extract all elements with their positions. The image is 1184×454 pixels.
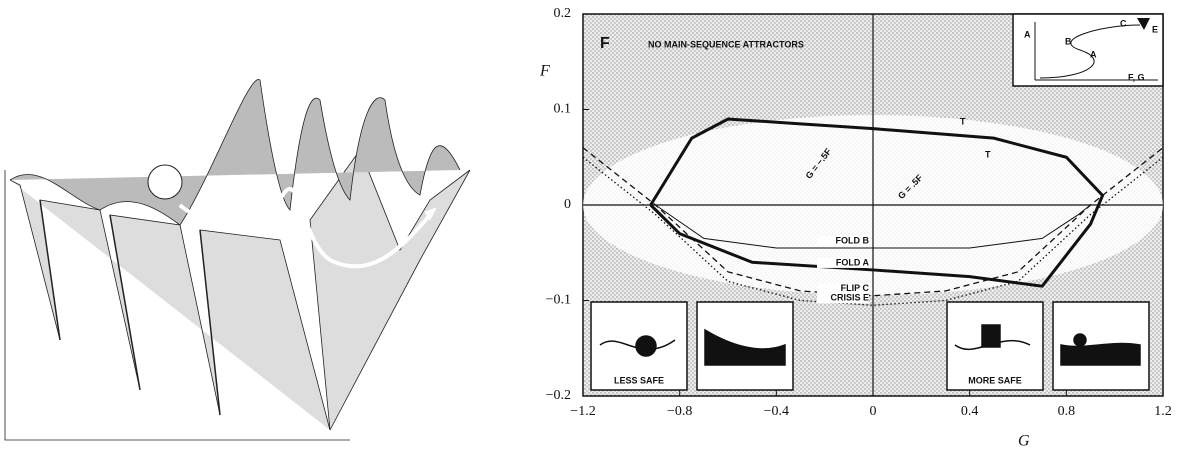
- surface-illustration: [4, 79, 471, 441]
- inset-label: A: [1024, 29, 1031, 39]
- annotation: NO MAIN-SEQUENCE ATTRACTORS: [648, 39, 804, 49]
- x-tick-label: 0.8: [1058, 404, 1076, 419]
- x-axis-label: G: [1018, 433, 1030, 450]
- y-axis-label: F: [539, 63, 550, 80]
- inset-label: F, G: [1128, 72, 1145, 82]
- plot: −1.2 −0.8 −0.4 0 0.4 0.8 1.2 −0.2 −0.1 0 0.1 0.2 FOL…: [546, 6, 1172, 419]
- label-bg: [817, 257, 869, 268]
- label-bg: [817, 235, 869, 246]
- inset: A B C E A F, G: [1012, 13, 1164, 87]
- annotation: T: [960, 116, 966, 126]
- icon-panels: [590, 301, 1150, 391]
- y-tick-label: −0.2: [546, 388, 571, 403]
- curve: [582, 156, 1164, 306]
- x-tick-label: −0.8: [667, 404, 692, 419]
- x-tick-label: 0: [870, 404, 877, 419]
- curve: [655, 204, 1091, 249]
- y-tick-label: 0: [564, 197, 571, 212]
- curve: [582, 147, 1164, 297]
- x-tick-label: 1.2: [1154, 404, 1172, 419]
- x-tick-label: −1.2: [570, 404, 595, 419]
- annotation: T: [985, 149, 991, 159]
- panel-label: F: [600, 35, 610, 52]
- x-tick-label: 0.4: [961, 404, 979, 419]
- curve-label: CRISIS E: [830, 293, 869, 303]
- label-bg: [817, 283, 869, 294]
- y-tick-label: −0.1: [546, 293, 571, 308]
- inset-label: B: [1065, 36, 1072, 46]
- annotation: LESS SAFE: [614, 375, 664, 385]
- curve-label: FOLD A: [836, 257, 870, 267]
- inset-label: A: [1090, 49, 1097, 59]
- curve-label: FLIP C: [841, 283, 870, 293]
- label-bg: [817, 293, 869, 304]
- curve-label: FOLD B: [836, 235, 870, 245]
- inset-label: E: [1152, 24, 1158, 34]
- inset-label: C: [1120, 18, 1127, 28]
- y-tick-label: 0.1: [554, 102, 572, 117]
- annotation: MORE SAFE: [968, 375, 1022, 385]
- x-tick-label: −0.4: [764, 404, 789, 419]
- y-tick-label: 0.2: [554, 6, 572, 21]
